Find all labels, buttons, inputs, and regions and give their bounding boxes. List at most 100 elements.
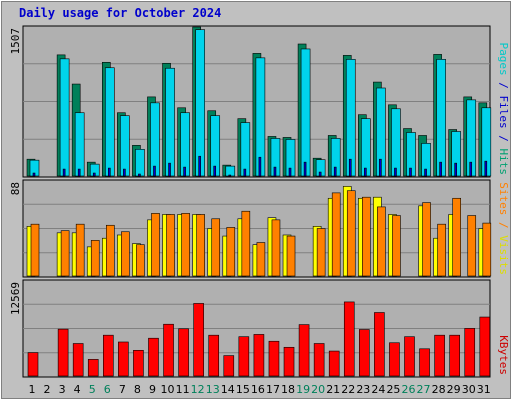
bar-top-files-3	[59, 58, 70, 177]
x-tick-label: 14	[221, 383, 235, 396]
bar-middle-sites-29	[452, 197, 461, 277]
x-tick-label: 13	[206, 383, 220, 396]
bar-bottom-kbytes-18	[283, 346, 295, 377]
bar-top-files-15	[240, 122, 251, 177]
bar-top-pages-25	[394, 167, 397, 177]
bar-top-pages-9	[153, 165, 156, 177]
x-tick-label: 22	[341, 383, 355, 396]
bar-top-pages-22	[348, 158, 352, 177]
bar-bottom-kbytes-5	[87, 359, 99, 377]
bar-top-pages-6	[108, 167, 111, 177]
bar-bottom-kbytes-10	[163, 323, 174, 377]
bar-top-pages-5	[92, 172, 96, 177]
bar-bottom-kbytes-12	[193, 303, 204, 377]
bar-bottom-kbytes-21	[328, 350, 340, 377]
x-tick-label: 27	[417, 383, 431, 396]
bar-top-pages-17	[273, 166, 277, 177]
bar-bottom-kbytes-6	[103, 334, 114, 377]
bar-bottom-kbytes-4	[72, 343, 84, 377]
bar-top-pages-30	[469, 161, 473, 177]
x-tick-label: 25	[386, 383, 400, 396]
legend-part: Hits	[497, 149, 510, 176]
bar-middle-sites-21	[331, 192, 341, 277]
bar-top-files-4	[74, 112, 85, 177]
x-tick-label: 9	[149, 383, 156, 396]
bar-top-pages-16	[258, 156, 262, 177]
bar-top-pages-26	[409, 167, 412, 177]
bar-top-pages-13	[213, 165, 217, 177]
bar-bottom-kbytes-29	[449, 334, 460, 377]
bar-middle-sites-8	[136, 244, 145, 277]
bar-bottom-kbytes-1	[27, 352, 39, 377]
bar-middle-sites-6	[106, 224, 115, 277]
x-tick-label: 30	[462, 383, 476, 396]
bar-bottom-kbytes-31	[479, 316, 491, 377]
x-tick-label: 7	[119, 383, 126, 396]
legend-part: Visits	[497, 235, 510, 275]
bar-middle-sites-17	[271, 219, 281, 277]
bar-middle-sites-23	[362, 196, 371, 277]
bar-bottom-kbytes-7	[118, 341, 129, 377]
bar-top-files-10	[165, 67, 175, 177]
x-tick-label: 15	[236, 383, 250, 396]
bar-top-pages-15	[243, 168, 247, 177]
bar-bottom-kbytes-24	[374, 312, 385, 377]
bar-top-pages-23	[364, 167, 367, 177]
chart-title: Daily usage for October 2024	[19, 6, 222, 20]
x-tick-label: 6	[104, 383, 111, 396]
bar-top-pages-4	[77, 168, 81, 177]
bar-top-pages-24	[379, 158, 382, 177]
bar-bottom-kbytes-13	[208, 334, 220, 377]
bar-top-files-12	[195, 29, 205, 177]
bar-middle-sites-24	[377, 206, 386, 277]
legend-part: /	[497, 129, 510, 149]
x-tick-label: 23	[356, 383, 370, 396]
bar-bottom-kbytes-16	[253, 334, 265, 377]
legend-part: /	[497, 76, 510, 96]
bar-middle-sites-18	[286, 235, 296, 277]
x-tick-label: 18	[281, 383, 295, 396]
x-tick-label: 24	[371, 383, 385, 396]
panel-bottom-legend: KBytes	[497, 335, 510, 375]
bar-middle-sites-9	[151, 213, 160, 277]
x-tick-label: 19	[296, 383, 310, 396]
bar-top-pages-7	[123, 168, 126, 177]
legend-part: Files	[497, 96, 510, 129]
x-tick-label: 26	[402, 383, 416, 396]
x-tick-label: 29	[447, 383, 461, 396]
bar-middle-sites-7	[121, 231, 130, 277]
bar-bottom-kbytes-14	[223, 355, 235, 377]
bar-top-pages-31	[484, 160, 488, 177]
bar-top-files-11	[180, 112, 190, 177]
bar-bottom-kbytes-17	[268, 340, 280, 377]
panel-top-legend: Pages / Files / Hits	[497, 43, 510, 176]
bar-middle-sites-10	[166, 214, 175, 277]
x-tick-label: 17	[266, 383, 280, 396]
bar-bottom-kbytes-15	[238, 336, 250, 377]
bar-bottom-kbytes-30	[464, 328, 476, 377]
bar-middle-sites-27	[422, 202, 431, 277]
bar-bottom-kbytes-3	[57, 328, 69, 377]
bar-bottom-kbytes-23	[359, 329, 370, 377]
bar-top-pages-28	[439, 161, 442, 177]
bar-top-pages-3	[62, 168, 66, 177]
bar-bottom-kbytes-11	[178, 328, 189, 377]
bar-top-pages-11	[183, 166, 186, 177]
bar-middle-sites-5	[90, 240, 100, 277]
panel-middle-legend: Sites / Visits	[497, 182, 510, 275]
bar-middle-sites-4	[75, 223, 85, 277]
bar-bottom-kbytes-27	[419, 348, 430, 377]
bar-middle-sites-31	[482, 222, 492, 277]
bar-bottom-kbytes-20	[313, 343, 325, 377]
legend-part: KBytes	[497, 335, 510, 375]
legend-part: Pages	[497, 43, 510, 76]
bar-top-pages-20	[318, 171, 322, 177]
bar-middle-sites-22	[346, 190, 356, 277]
legend-part: /	[497, 215, 510, 235]
x-tick-label: 11	[176, 383, 190, 396]
bar-top-pages-29	[454, 162, 457, 177]
bar-bottom-kbytes-22	[343, 301, 355, 377]
bar-middle-sites-25	[392, 215, 401, 277]
bar-top-files-23	[361, 118, 371, 177]
